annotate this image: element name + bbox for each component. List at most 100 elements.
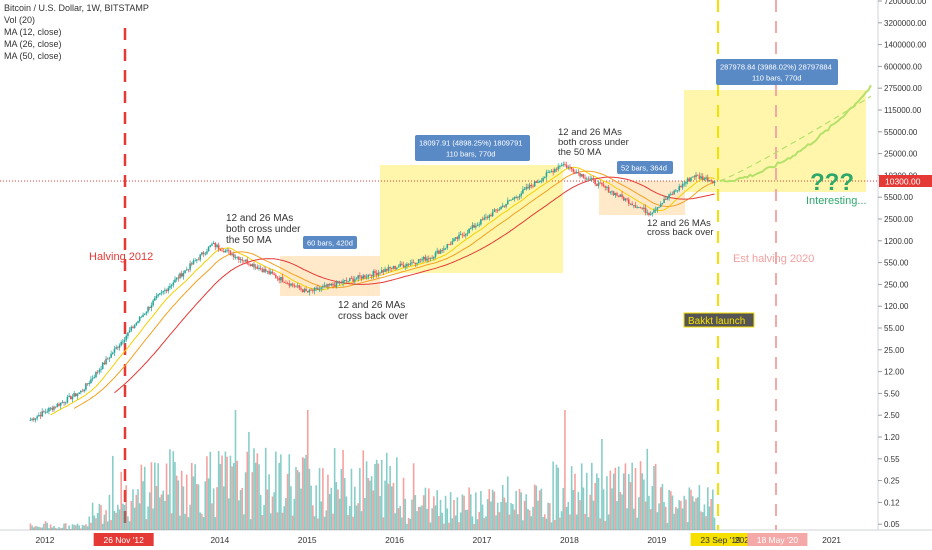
candle-body [599,182,602,184]
candle-body [281,277,284,282]
volume-bar [654,463,657,530]
candle-body [355,278,358,280]
candle-body [305,288,307,291]
price-tick-label: 7200000.00 [884,0,927,6]
legend-ma50: MA (50, close) [4,51,62,61]
volume-bar [328,494,331,530]
price-tick-label: 1400000.00 [884,41,927,50]
price-tick-label: 1200.00 [884,237,913,246]
candle-body [44,411,47,413]
volume-bar [216,487,218,530]
candle-body [488,215,491,218]
volume-bar [222,486,225,530]
candle-body [404,266,407,267]
candle-body [638,207,640,208]
volume-bar [253,448,255,530]
candle-body [85,383,87,390]
volume-bar [303,458,306,530]
volume-bar [480,490,482,530]
volume-bar [389,465,391,530]
volume-bar [350,468,353,530]
volume-bars [29,410,716,530]
volume-bar [557,467,559,530]
legend-vol: Vol (20) [4,15,36,25]
candle-body [431,257,433,259]
volume-bar [38,526,40,530]
volume-bar [34,526,37,530]
volume-bar [127,516,129,530]
price-tick-label: 12.00 [884,368,905,377]
candle-body [135,322,138,326]
volume-bar [162,490,165,530]
candle-body [306,290,309,293]
candle-body [433,256,435,259]
candle-body [90,379,92,383]
volume-bar [43,523,45,530]
candle-body [572,169,575,173]
volume-bar [431,508,433,530]
candle-body [532,185,534,187]
candle-body [38,415,40,417]
candle-body [286,283,289,284]
candle-body [113,348,116,353]
volume-bar [580,463,583,530]
candle-body [634,205,637,208]
candle-body [629,203,632,205]
halving-2012-text: Halving 2012 [89,251,153,263]
volume-bar [111,455,114,530]
candle-body [337,281,339,284]
candle-body [106,358,109,360]
projection-path [719,84,872,183]
volume-bar [333,448,336,530]
candle-body [189,263,191,270]
candle-body [328,283,331,286]
volume-bar [545,518,548,530]
candle-body [666,197,669,200]
candle-body [419,259,422,261]
candle-body [142,314,144,317]
volume-bar [219,463,222,530]
volume-bar [105,510,107,530]
candle-body [459,234,462,236]
candle-body [601,182,603,185]
volume-bar [290,486,292,530]
volume-bar [522,520,524,530]
candle-body [656,207,659,210]
volume-bar [523,500,526,530]
candle-body [100,369,102,370]
candle-body [619,194,622,197]
time-tick-label: 2016 [385,535,404,545]
candle-body [54,406,57,408]
volume-bar [466,509,469,530]
candle-body [244,259,247,262]
volume-bar [538,490,541,530]
candle-body [127,332,129,336]
candle-body [382,270,385,272]
volume-bar [143,466,146,530]
volume-bar [177,480,180,530]
volume-bar [596,473,598,530]
volume-bar [207,478,210,530]
volume-bar [322,468,324,530]
candle-body [280,277,282,281]
candle-body [211,243,213,246]
candle-body [505,204,507,207]
volume-bar [501,484,504,530]
volume-bar [301,457,304,530]
volume-bar [380,459,383,530]
volume-bar [547,502,549,530]
volume-bar [582,487,585,530]
candle-body [478,224,480,226]
candle-body [641,207,644,209]
volume-bar [137,489,139,530]
volume-bar [212,488,215,530]
candle-body [451,241,454,245]
volume-bar [96,512,99,530]
volume-bar [206,456,208,530]
candle-body [367,274,370,277]
candle-body [621,194,623,198]
candle-body [444,247,447,249]
candle-body [172,282,175,286]
volume-bar [638,497,640,530]
